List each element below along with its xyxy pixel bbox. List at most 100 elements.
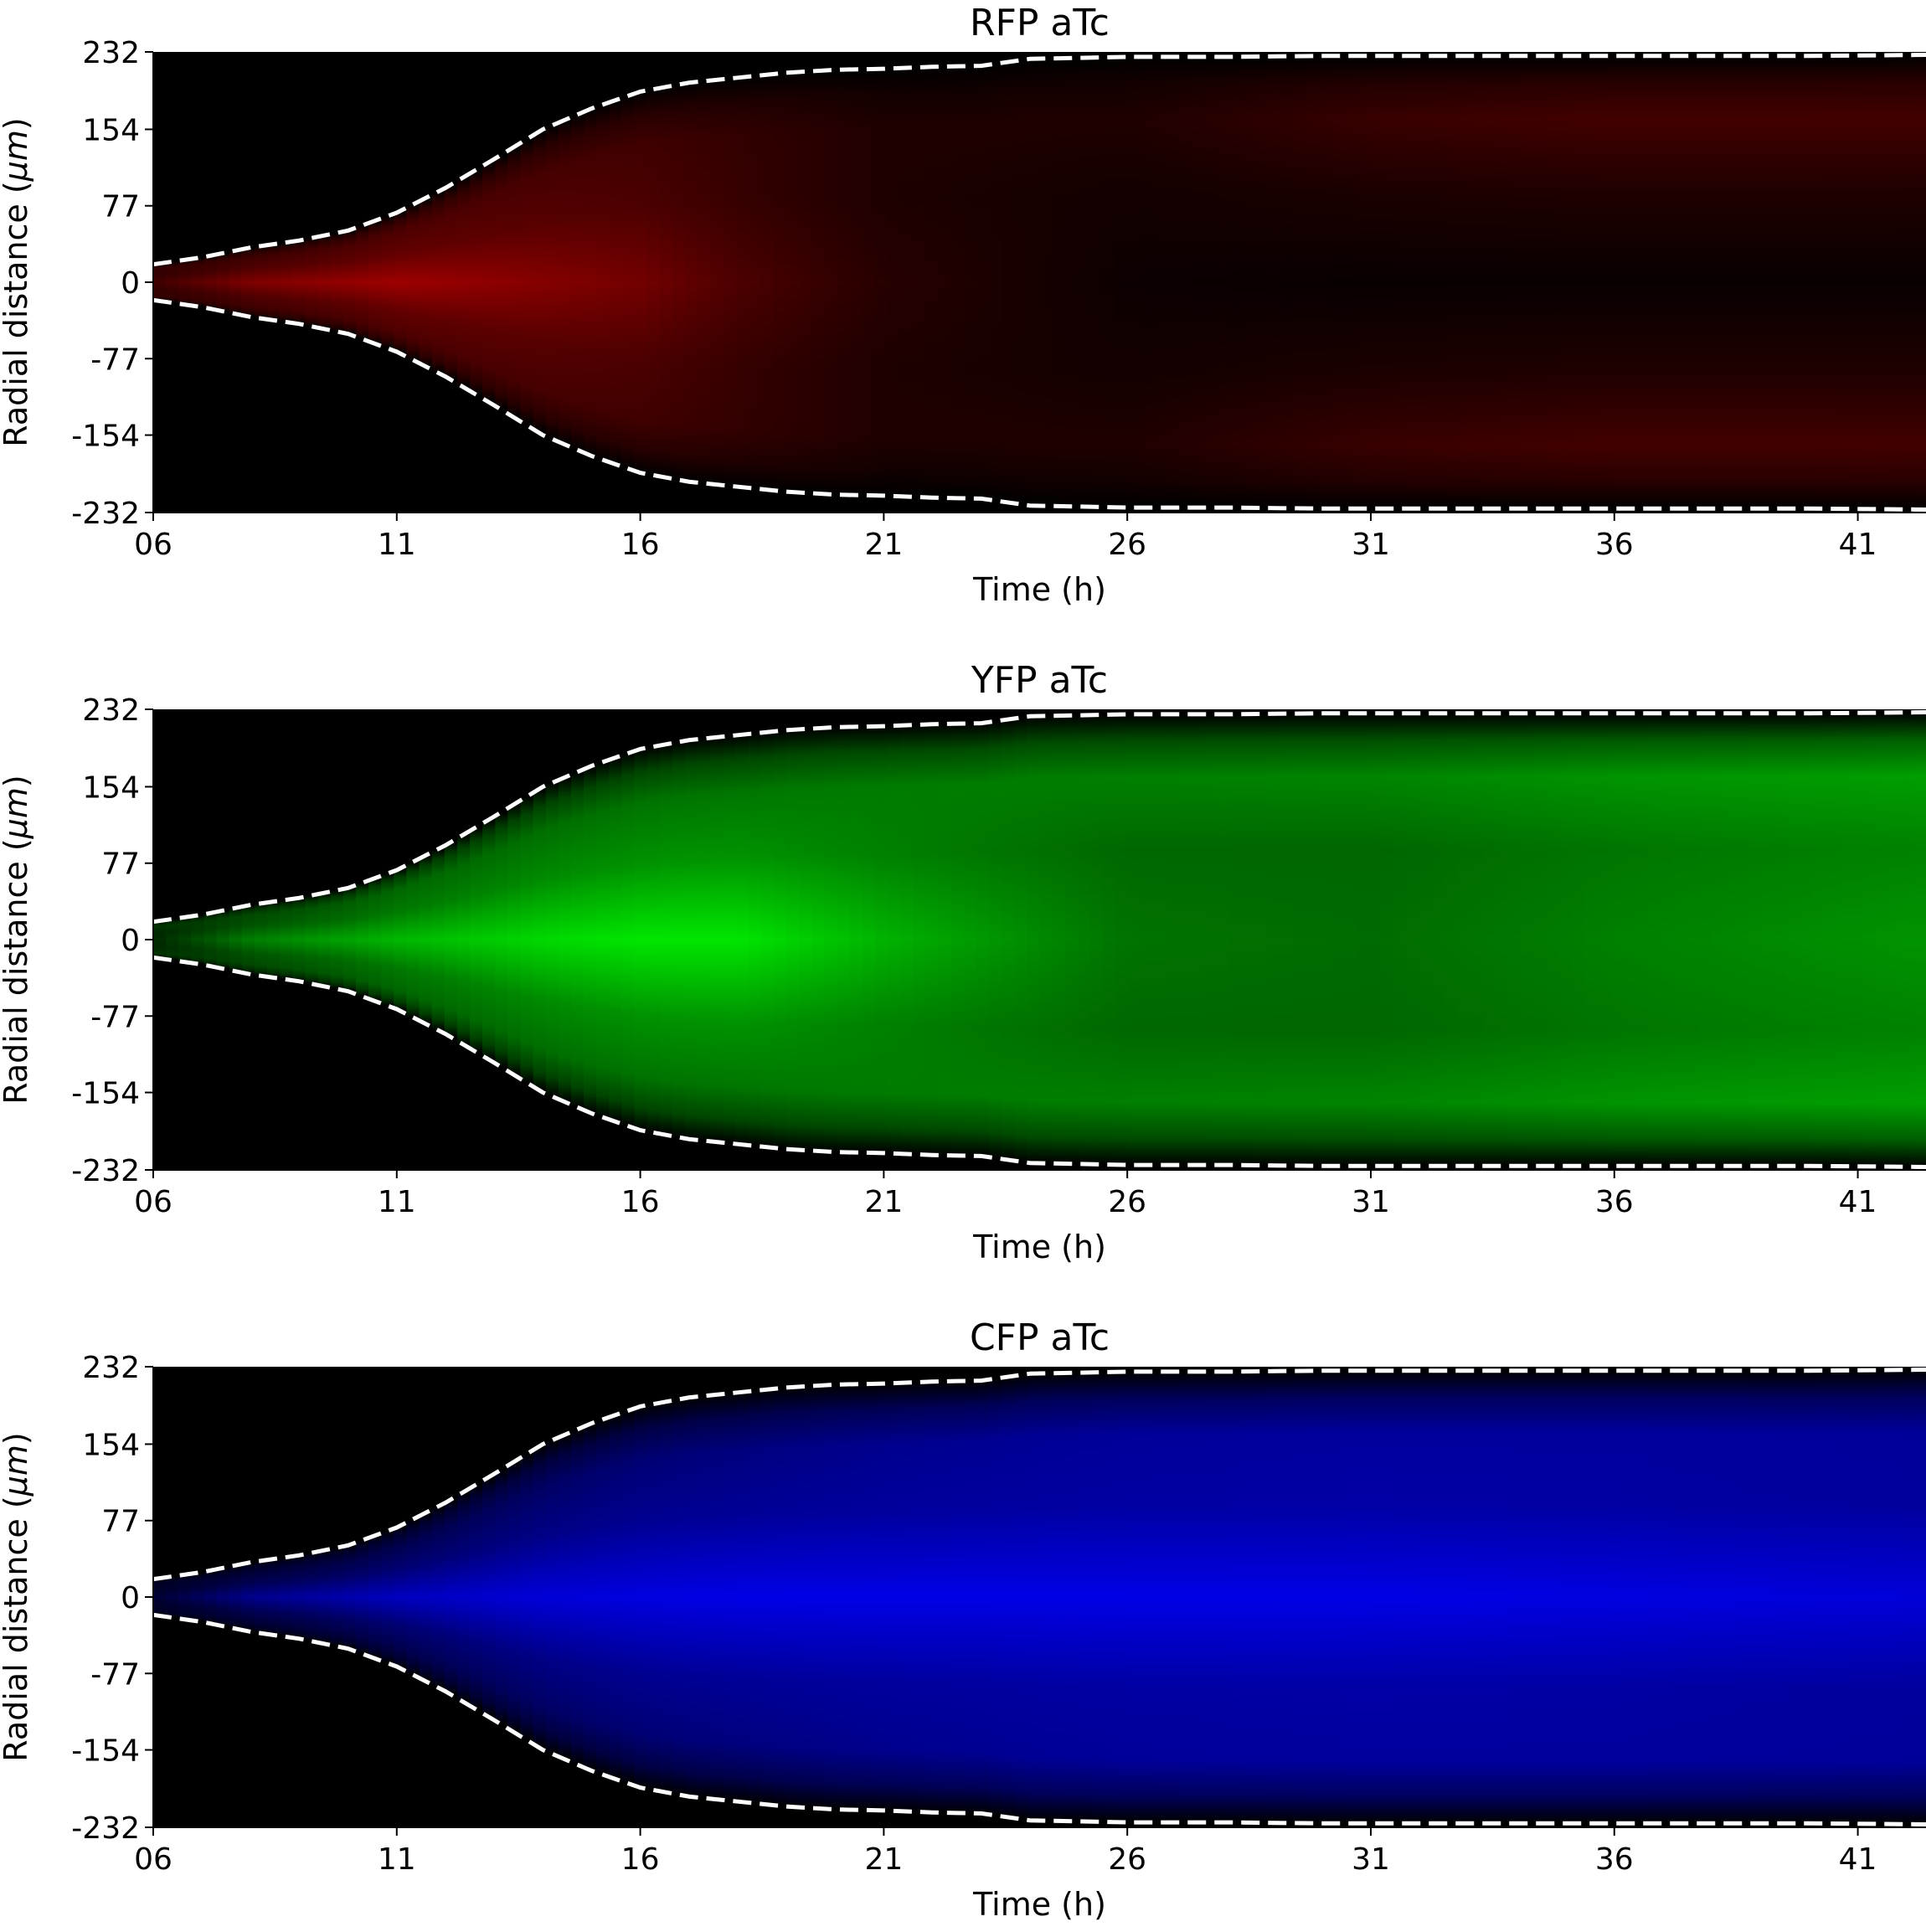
heatmap-column: [1609, 713, 1623, 1167]
heatmap-column: [1292, 1371, 1306, 1823]
heatmap-column: [1432, 55, 1446, 509]
y-tick-label: -77: [90, 343, 140, 377]
heatmap-column: [1622, 1370, 1636, 1824]
heatmap-column: [1292, 56, 1306, 508]
heatmap-column: [1014, 59, 1028, 505]
heatmap-column: [672, 84, 686, 481]
heatmap-column: [773, 73, 787, 492]
heatmap-column: [342, 1544, 357, 1650]
chart-title: CFP aTc: [970, 1316, 1110, 1359]
heatmap-column: [317, 235, 332, 329]
heatmap-column: [698, 1395, 712, 1799]
heatmap-column: [507, 804, 522, 1075]
heatmap-column: [1242, 56, 1256, 508]
heatmap-column: [1774, 55, 1788, 509]
heatmap-column: [1748, 55, 1763, 509]
heatmap-column: [1786, 713, 1800, 1167]
y-tick-label: -232: [71, 1154, 140, 1188]
heatmap-column: [1407, 713, 1420, 1167]
heatmap-column: [1444, 55, 1459, 509]
heatmap-column: [178, 260, 193, 305]
heatmap-column: [1736, 1370, 1750, 1824]
heatmap-column: [1837, 713, 1851, 1167]
heatmap-column: [444, 1499, 458, 1695]
heatmap-column: [1432, 713, 1446, 1167]
heatmap-column: [659, 1401, 673, 1793]
heatmap-column: [1254, 56, 1269, 508]
heatmap-column: [545, 782, 559, 1097]
heatmap-column: [1204, 1371, 1218, 1823]
heatmap-column: [760, 732, 775, 1147]
heatmap-column: [786, 72, 800, 492]
heatmap-column: [456, 177, 471, 388]
heatmap-column: [584, 766, 598, 1113]
panel-0: RFP aTc 06 11 16 21 26 31 36 41 232 154 77 0 -77 -154 -…: [0, 2, 1926, 608]
heatmap-column: [1280, 56, 1294, 508]
heatmap-column: [900, 725, 914, 1154]
lower-boundary-line: [153, 1612, 1926, 1826]
heatmap-column: [1027, 59, 1041, 506]
heatmap-column: [1064, 1373, 1079, 1821]
x-tick-label: 16: [621, 528, 660, 562]
heatmap-column: [1027, 1373, 1041, 1821]
heatmap-column: [748, 1390, 762, 1804]
heatmap-column: [495, 811, 509, 1068]
heatmap-column: [1495, 55, 1509, 509]
heatmap-column: [1077, 714, 1091, 1165]
heatmap-column: [1710, 713, 1724, 1167]
heatmap-column: [419, 855, 433, 1024]
heatmap-column: [1356, 713, 1370, 1167]
x-tick-label: 26: [1108, 1185, 1146, 1219]
heatmap-column: [355, 883, 369, 997]
heatmap-column: [1685, 1370, 1699, 1824]
heatmap-column: [1697, 55, 1712, 509]
heatmap-column: [1305, 1370, 1319, 1824]
y-tick-label: 77: [101, 1505, 140, 1539]
heatmap-column: [963, 65, 977, 499]
heatmap-column: [1571, 55, 1585, 509]
heatmap-column: [976, 65, 990, 499]
heatmap-column: [456, 1492, 471, 1703]
upper-boundary-line: [153, 1368, 1926, 1582]
heatmap-column: [507, 147, 522, 418]
heatmap-column: [1647, 713, 1661, 1167]
heatmap-column: [1571, 713, 1585, 1167]
heatmap-column: [1393, 1370, 1408, 1824]
heatmap-column: [1432, 1370, 1446, 1824]
heatmap-column: [1052, 715, 1066, 1164]
heatmap-column: [1799, 1370, 1813, 1824]
heatmap-column: [760, 1389, 775, 1805]
x-tick-label: 21: [864, 528, 903, 562]
heatmap-column: [444, 184, 458, 380]
y-axis-label: Radial distance (μm): [0, 117, 34, 446]
heatmap-column: [685, 739, 699, 1140]
heatmap-column: [1482, 713, 1496, 1167]
heatmap-column: [925, 724, 940, 1156]
heatmap-column: [1217, 1371, 1231, 1823]
y-tick-label: -232: [71, 1811, 140, 1846]
heatmap-column: [1825, 55, 1838, 509]
heatmap-column: [1482, 55, 1496, 509]
heatmap-column: [748, 75, 762, 489]
heatmap-column: [1217, 714, 1231, 1166]
heatmap-column: [1331, 55, 1345, 509]
heatmap-column: [1811, 1370, 1826, 1824]
heatmap-column: [1089, 57, 1104, 507]
heatmap-column: [1407, 1370, 1420, 1824]
heatmap-column: [1280, 1371, 1294, 1823]
heatmap-column: [609, 1414, 623, 1780]
heatmap-column: [406, 204, 420, 360]
heatmap-column: [1331, 713, 1345, 1167]
heatmap-column: [862, 1383, 876, 1811]
heatmap-column: [1242, 1371, 1256, 1823]
heatmap-column: [1596, 713, 1610, 1167]
heatmap-column: [216, 910, 230, 969]
heatmap-column: [1166, 714, 1180, 1166]
heatmap-column: [1267, 714, 1281, 1166]
y-tick-label: 232: [82, 1351, 140, 1385]
heatmap-column: [1786, 55, 1800, 509]
heatmap-column: [1052, 1373, 1066, 1821]
heatmap-column: [634, 749, 648, 1131]
heatmap-column: [305, 895, 319, 984]
